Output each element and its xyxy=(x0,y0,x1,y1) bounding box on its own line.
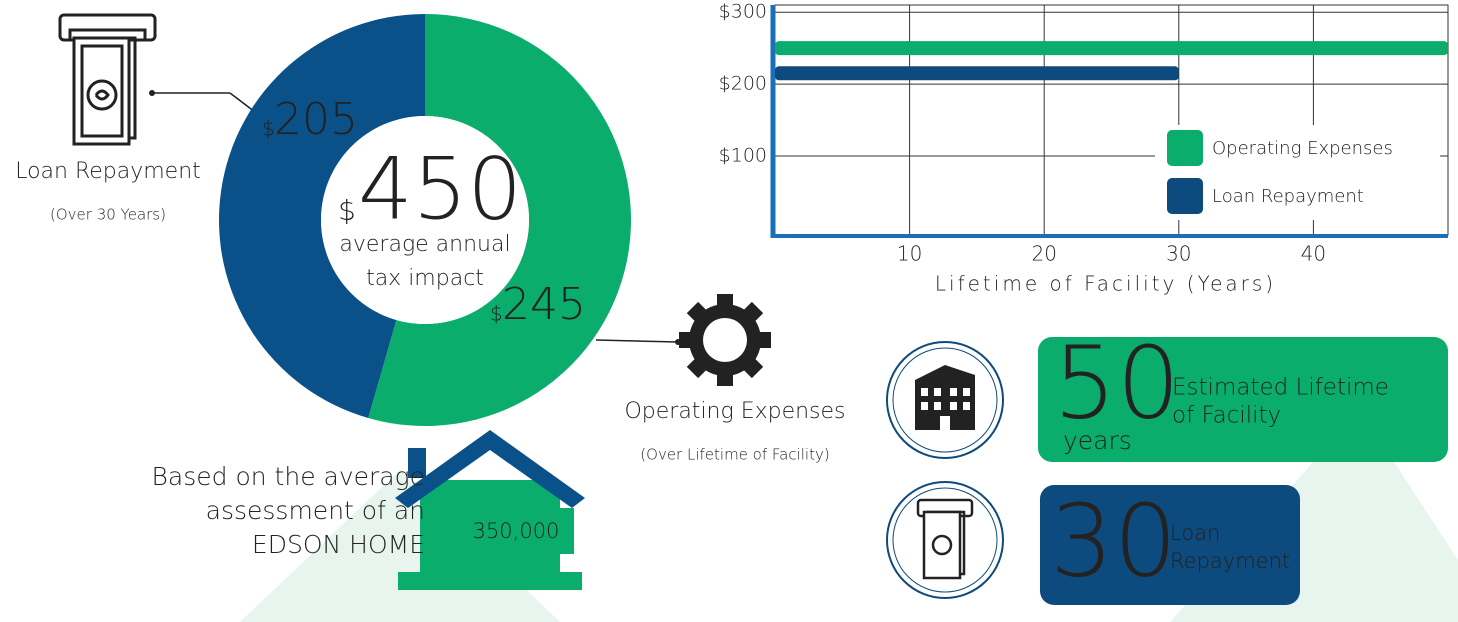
bar xyxy=(775,41,1448,56)
x-tick-label: 10 xyxy=(897,242,922,266)
atm-icon xyxy=(58,13,157,146)
donut-segment xyxy=(368,13,632,426)
value-label: 205 xyxy=(274,94,358,145)
category-note: (Over 30 Years) xyxy=(50,206,166,224)
value-badge xyxy=(458,508,574,554)
donut-segment xyxy=(219,14,425,419)
fact-unit: years xyxy=(1063,426,1132,455)
connector-dot xyxy=(149,90,155,96)
gear-tooth xyxy=(717,370,733,386)
y-tick-label: $100 xyxy=(719,144,767,166)
center-label: tax impact xyxy=(366,266,484,291)
fact-label: Loan xyxy=(1170,521,1220,545)
gear-tooth xyxy=(755,332,771,348)
connector-dot xyxy=(675,339,681,345)
x-tick-label: 20 xyxy=(1031,242,1056,266)
center-label: average annual xyxy=(339,232,510,257)
bar xyxy=(775,66,1179,81)
gear-tooth xyxy=(686,301,710,325)
fact-label: of Facility xyxy=(1172,403,1281,429)
assessment-text: Based on the average xyxy=(152,462,425,491)
category-label: Loan Repayment xyxy=(15,159,201,184)
fact-number: 30 xyxy=(1050,482,1177,599)
gear-tooth xyxy=(740,301,764,325)
fact-label: Estimated Lifetime xyxy=(1172,375,1389,401)
currency-symbol: $ xyxy=(490,302,503,326)
x-tick-label: 30 xyxy=(1166,242,1191,266)
value-label: 245 xyxy=(502,279,586,330)
assessment-text: assessment of an xyxy=(206,496,425,525)
connector xyxy=(229,92,256,113)
x-axis-label: Lifetime of Facility (Years) xyxy=(935,272,1276,296)
legend-swatch xyxy=(1167,178,1203,214)
gear-icon xyxy=(679,294,771,386)
donut-hole xyxy=(321,116,529,324)
assessment-text: EDSON HOME xyxy=(252,530,425,559)
currency-symbol: $ xyxy=(338,194,356,227)
center-value: 450 xyxy=(358,140,522,240)
building-badge xyxy=(886,341,1004,459)
fact-box xyxy=(1038,337,1448,462)
fact-label: Repayment xyxy=(1170,549,1290,573)
atm-badge xyxy=(886,481,1004,599)
x-tick-label: 40 xyxy=(1301,242,1326,266)
category-label: Operating Expenses xyxy=(624,399,845,424)
legend-swatch xyxy=(1167,130,1203,166)
gear-tooth xyxy=(686,355,710,379)
connector xyxy=(595,339,679,343)
fact-box xyxy=(1040,485,1300,605)
legend-label: Loan Repayment xyxy=(1212,186,1364,207)
currency-symbol: $ xyxy=(262,117,275,141)
legend-label: Operating Expenses xyxy=(1212,138,1393,159)
gear-tooth xyxy=(679,332,695,348)
y-tick-label: $200 xyxy=(719,73,767,95)
gear-tooth xyxy=(740,355,764,379)
gear-tooth xyxy=(717,294,733,310)
y-tick-label: $300 xyxy=(719,1,767,23)
assessment-value: 350,000 xyxy=(473,519,560,543)
fact-number: 50 xyxy=(1053,324,1180,441)
category-note: (Over Lifetime of Facility) xyxy=(640,446,829,464)
